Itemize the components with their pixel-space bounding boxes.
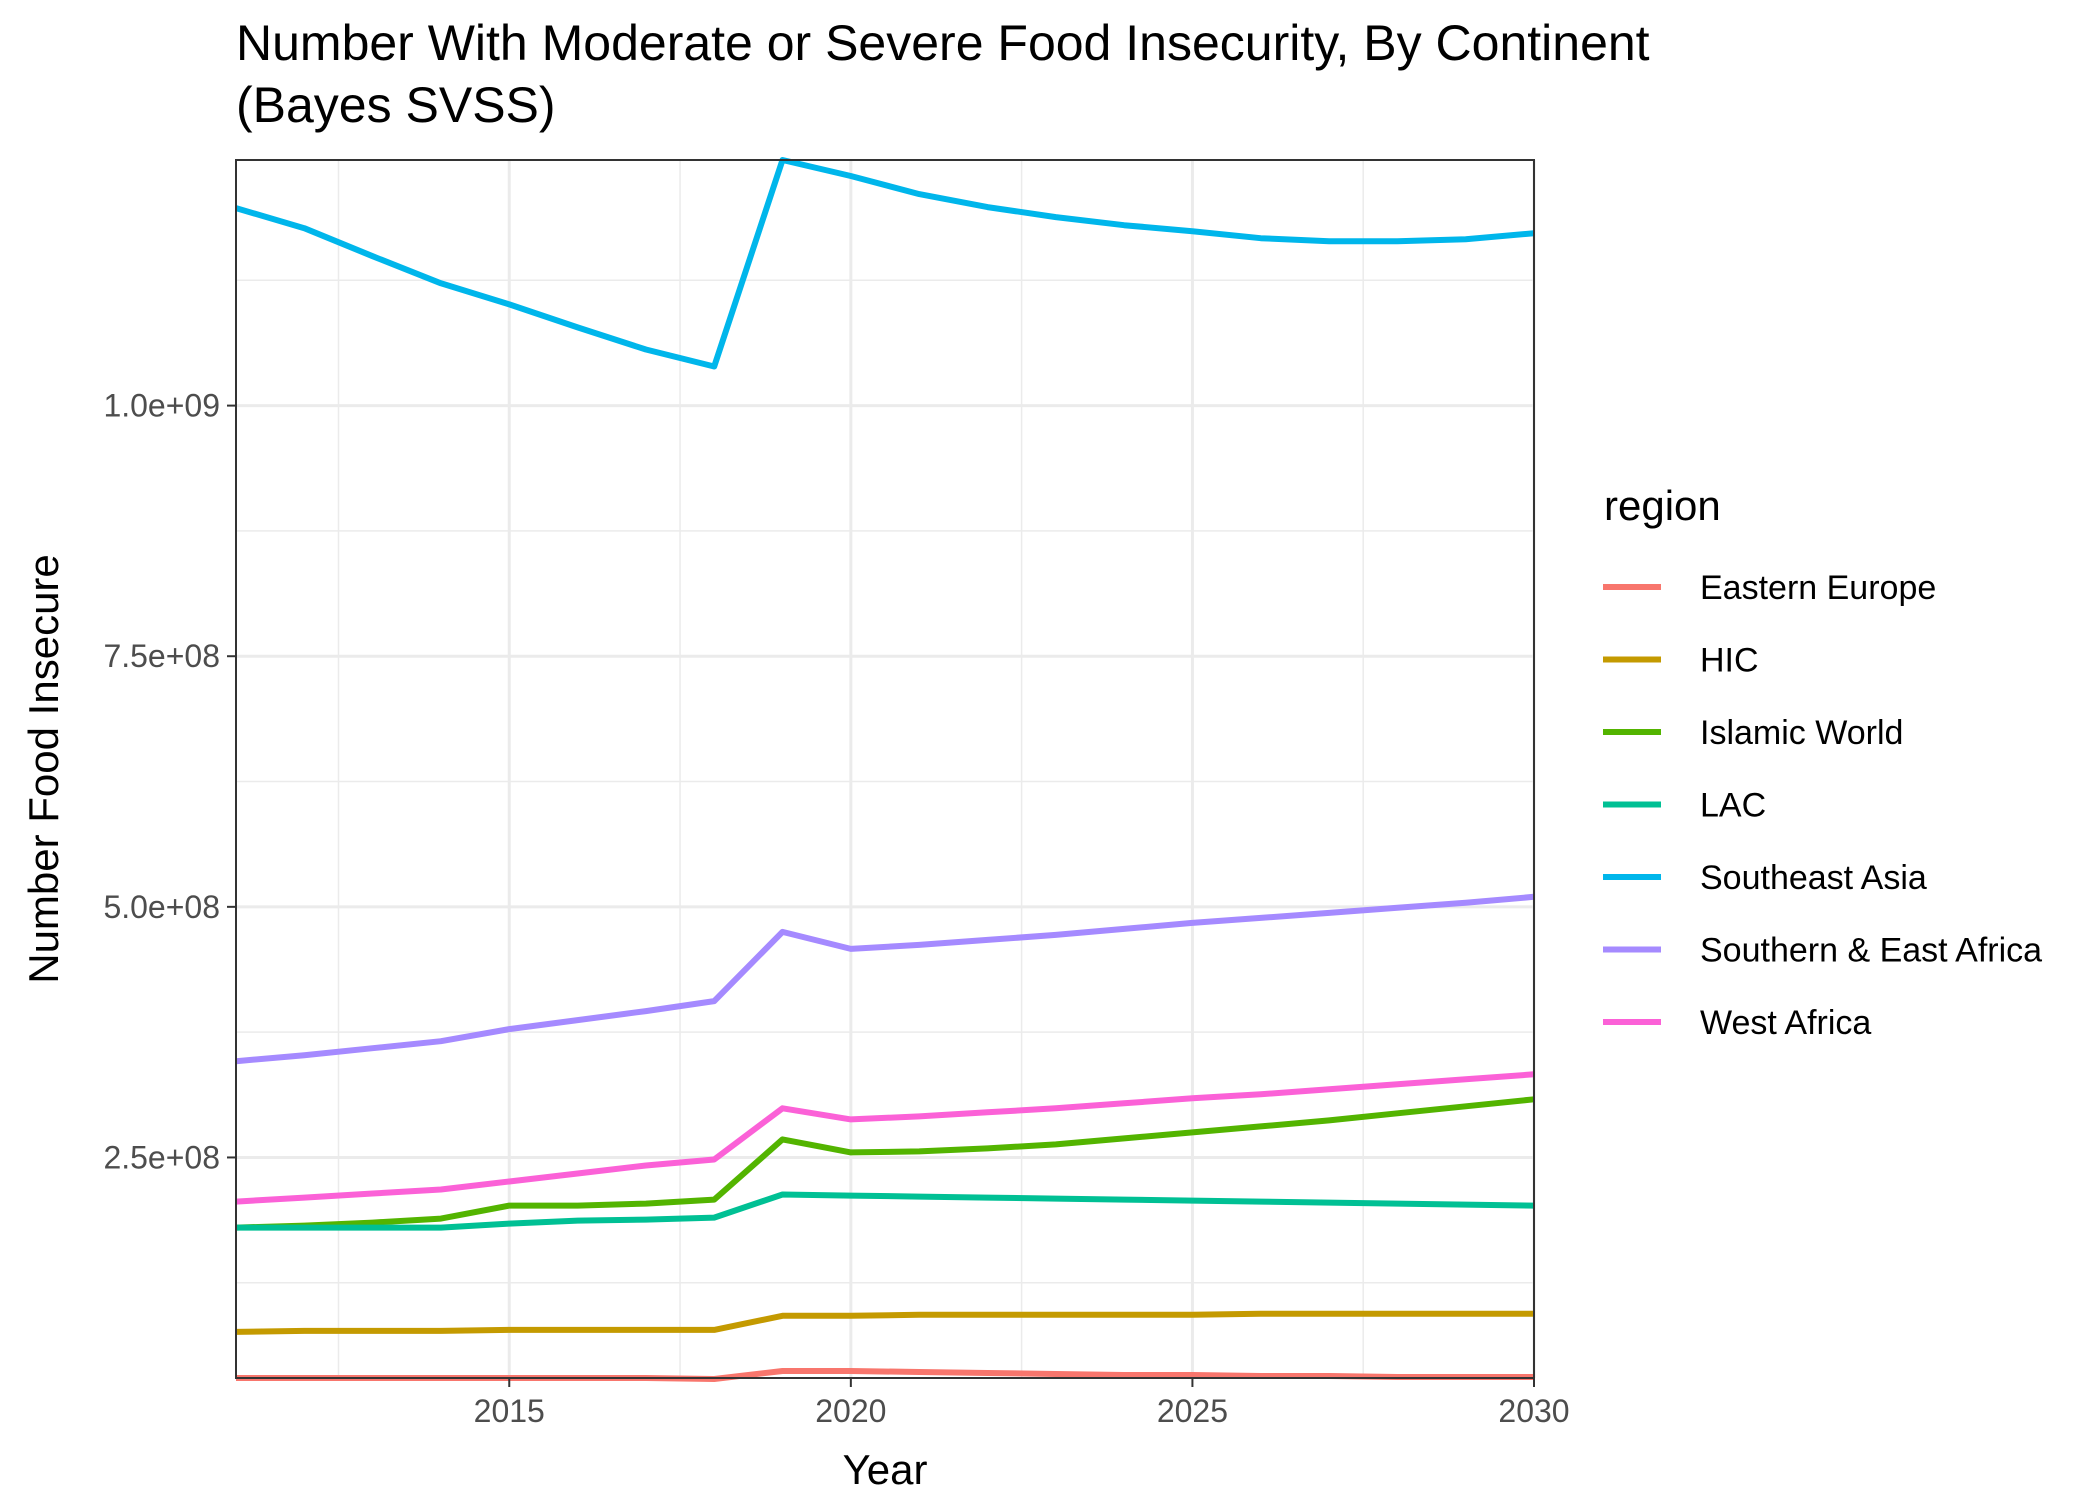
legend: region Eastern Europe HIC Islamic World LAC…	[1603, 482, 2042, 1042]
plot-background	[236, 160, 1534, 1378]
legend-label: Southern & East Africa	[1700, 932, 2042, 970]
y-tick-label: 1.0e+09	[103, 388, 220, 424]
y-tick-label: 7.5e+08	[103, 638, 220, 674]
y-tick-label: 5.0e+08	[103, 889, 220, 925]
legend-label: Islamic World	[1700, 714, 1903, 752]
plot-panel	[236, 160, 1534, 1378]
legend-title: region	[1604, 482, 1721, 529]
major-gridlines	[236, 160, 1536, 1378]
series-line-hic	[235, 1310, 1534, 1335]
legend-label: Eastern Europe	[1700, 569, 1936, 607]
series-line-southeast-asia	[235, 157, 1535, 370]
legend-label: West Africa	[1700, 1004, 1871, 1042]
legend-label: HIC	[1700, 642, 1759, 680]
x-tick-label: 2020	[815, 1393, 886, 1429]
x-axis-title: Year	[843, 1446, 928, 1493]
plot-border	[235, 159, 1535, 1379]
legend-label: LAC	[1700, 787, 1766, 825]
chart-title-line-1: Number With Moderate or Severe Food Inse…	[236, 15, 1650, 71]
axis-ticks: 2015 2020 2025 2030 2.5e+08 5.0e+08 7.5e+08 1.0…	[103, 388, 1569, 1429]
x-tick-label: 2030	[1498, 1393, 1569, 1429]
y-axis-title: Number Food Insecure	[20, 554, 67, 984]
series-line-west-africa	[235, 1071, 1535, 1205]
y-tick-label: 2.5e+08	[103, 1139, 220, 1175]
series-line-lac	[236, 1191, 1535, 1231]
series-line-southern-east-africa	[235, 893, 1535, 1065]
series-line-islamic-world	[235, 1096, 1535, 1231]
minor-gridlines	[236, 160, 1534, 1378]
x-tick-label: 2015	[474, 1393, 545, 1429]
x-tick-label: 2025	[1157, 1393, 1228, 1429]
chart-title-line-2: (Bayes SVSS)	[236, 77, 556, 133]
legend-label: Southeast Asia	[1700, 859, 1927, 897]
